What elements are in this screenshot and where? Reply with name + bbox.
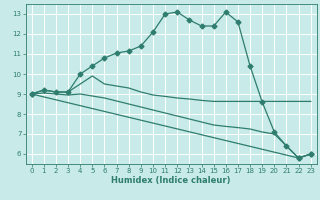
X-axis label: Humidex (Indice chaleur): Humidex (Indice chaleur) — [111, 176, 231, 185]
